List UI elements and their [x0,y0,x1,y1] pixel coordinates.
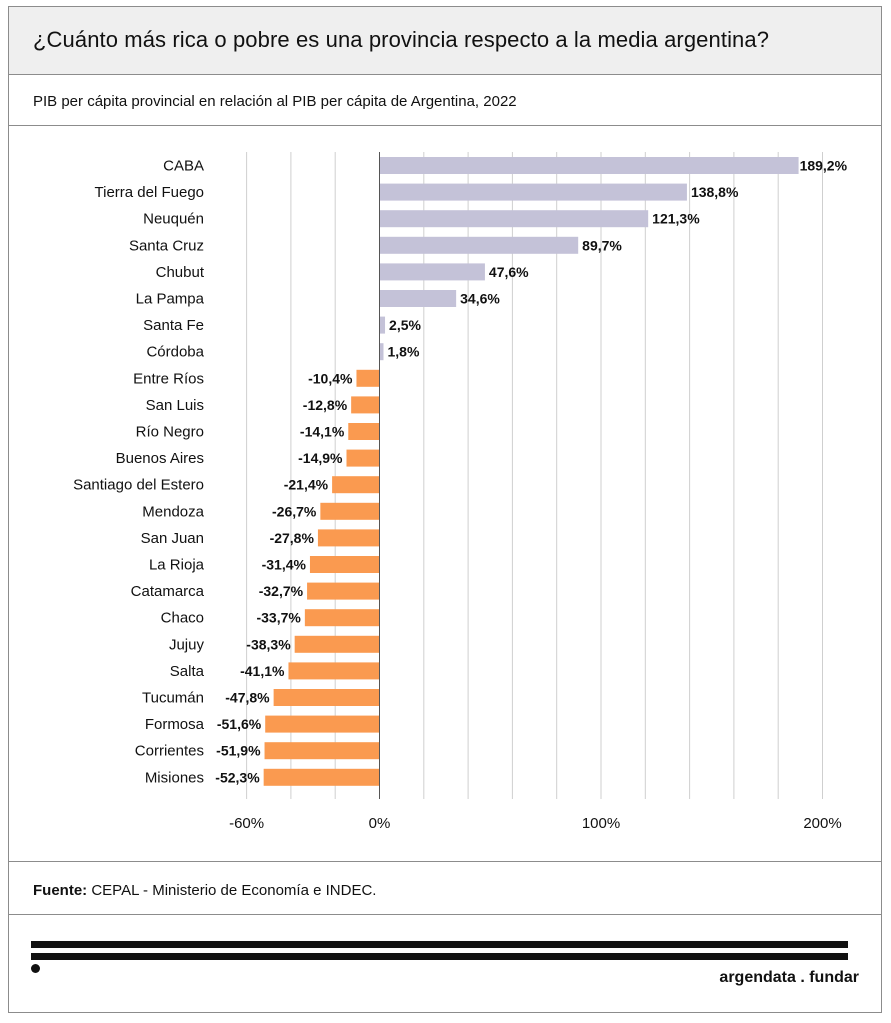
x-tick-label: 0% [369,815,391,832]
bar-11 [346,449,380,467]
bar-22 [264,742,380,760]
data-label: -10,4% [308,370,353,386]
category-label: Corrientes [135,743,204,760]
bar-6 [379,316,386,334]
source-band: Fuente: CEPAL - Ministerio de Economía e… [9,861,881,915]
category-label: Entre Ríos [133,370,204,387]
category-label: Chubut [156,264,205,281]
data-label: -32,7% [259,583,304,599]
category-label: La Rioja [149,557,205,574]
data-label: -38,3% [246,636,291,652]
category-label: Jujuy [169,636,205,653]
data-label: -14,9% [298,450,343,466]
title-band: ¿Cuánto más rica o pobre es una provinci… [9,7,881,75]
bar-16 [307,582,380,600]
bar-4 [379,263,485,281]
bar-20 [273,689,380,706]
data-label: -14,1% [300,424,345,440]
bar-3 [379,236,579,254]
data-label: -31,4% [262,557,307,573]
category-label: San Juan [141,530,204,547]
category-label: Salta [170,663,205,680]
data-label: -51,6% [217,716,262,732]
source-label: Fuente: [33,882,88,899]
source-note: Fuente: CEPAL - Ministerio de Economía e… [33,882,376,899]
category-label: Formosa [145,716,205,733]
data-label: -12,8% [303,397,348,413]
data-label: 47,6% [489,264,529,280]
brand-bar-top [31,941,848,948]
data-label: -41,1% [240,663,285,679]
x-tick-label: -60% [229,815,264,832]
chart-card: ¿Cuánto más rica o pobre es una provinci… [8,6,882,1013]
bar-15 [309,556,380,573]
category-label: Neuquén [143,211,204,228]
category-label: Santiago del Estero [73,477,204,494]
bar-23 [263,768,380,786]
bar-1 [379,183,687,201]
chart-title: ¿Cuánto más rica o pobre es una provinci… [33,27,770,52]
bar-12 [332,476,380,494]
bar-2 [379,210,649,228]
bar-10 [348,423,380,440]
data-label: -52,3% [215,769,260,785]
category-label: Tierra del Fuego [95,184,205,201]
bar-14 [317,529,380,547]
bar-8 [356,369,380,387]
bar-7 [379,343,384,361]
category-label: Mendoza [142,503,204,520]
data-label: 121,3% [652,211,700,227]
bar-0 [379,157,799,174]
category-label: Buenos Aires [116,450,204,467]
x-tick-label: 200% [803,815,841,832]
brand-logo-text: argendata . fundar [719,969,859,986]
source-text: CEPAL - Ministerio de Economía e INDEC. [91,882,377,899]
bar-9 [351,396,380,414]
bar-18 [294,635,380,653]
bar-chart: CABA 189,2% Tierra del Fuego 138,8% Neuquén 1… [73,152,848,832]
data-label: 138,8% [691,184,739,200]
bar-5 [379,290,457,307]
bar-21 [265,715,380,733]
data-label: 89,7% [582,237,622,253]
data-label: -47,8% [225,690,270,706]
category-label: Santa Fe [143,317,204,334]
data-label: -51,9% [216,743,261,759]
brand-dot [31,964,40,973]
brand-bar-bottom [31,953,848,960]
category-label: Río Negro [136,424,204,441]
data-label: -21,4% [284,477,329,493]
data-label: -26,7% [272,503,317,519]
data-label: 189,2% [800,158,848,174]
bar-17 [304,609,380,627]
category-label: Catamarca [131,583,205,600]
category-label: Santa Cruz [129,237,204,254]
category-label: San Luis [146,397,204,414]
bar-13 [320,502,380,520]
category-label: CABA [163,158,204,175]
x-tick-label: 100% [582,815,620,832]
data-label: 2,5% [389,317,421,333]
category-label: Chaco [161,610,204,627]
category-label: Misiones [145,769,204,786]
data-label: -27,8% [270,530,315,546]
data-label: 34,6% [460,291,500,307]
category-label: Córdoba [146,344,204,361]
category-label: La Pampa [136,291,205,308]
chart-subtitle: PIB per cápita provincial en relación al… [33,93,517,110]
bar-19 [288,662,380,680]
category-label: Tucumán [142,690,204,707]
subtitle-band: PIB per cápita provincial en relación al… [9,75,881,126]
data-label: 1,8% [387,344,419,360]
data-label: -33,7% [256,610,301,626]
